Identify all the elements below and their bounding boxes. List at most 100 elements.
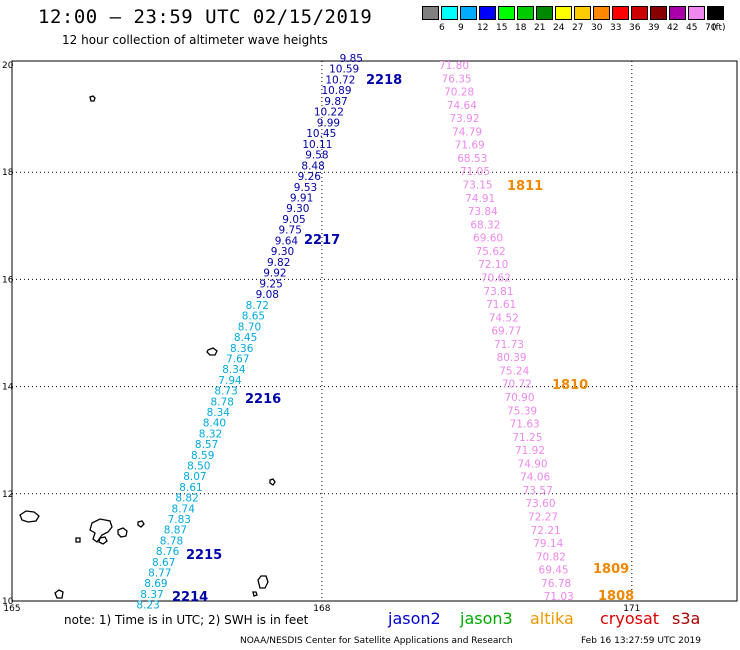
wave-height-value: 7.83 bbox=[168, 514, 191, 526]
island-outline bbox=[89, 518, 113, 543]
wave-height-value: 8.70 bbox=[238, 321, 261, 333]
wave-height-value: 69.77 bbox=[491, 326, 521, 338]
wave-height-value: 9.99 bbox=[317, 117, 340, 129]
island-outline bbox=[117, 527, 128, 538]
wave-height-value: 8.59 bbox=[191, 450, 214, 462]
wave-height-value: 8.87 bbox=[164, 525, 187, 537]
footer-credit: NOAA/NESDIS Center for Satellite Applica… bbox=[240, 636, 513, 646]
wave-height-value: 69.60 bbox=[473, 233, 503, 245]
legend-tick-label: 21 bbox=[534, 23, 546, 33]
wave-height-value: 76.78 bbox=[541, 578, 571, 590]
latitude-tick-label: 16 bbox=[2, 275, 14, 285]
wave-height-value: 8.50 bbox=[187, 461, 210, 473]
wave-height-value: 9.30 bbox=[286, 203, 309, 215]
island-outline bbox=[137, 520, 145, 528]
island-outline bbox=[257, 575, 269, 589]
legend-tick-label: 9 bbox=[458, 23, 464, 33]
satellite-label: cryosat bbox=[600, 609, 660, 628]
wave-height-value: 9.91 bbox=[290, 193, 313, 205]
wave-height-value: 8.34 bbox=[207, 407, 231, 419]
land-features bbox=[19, 95, 276, 599]
wave-height-value: 9.92 bbox=[263, 268, 286, 280]
wave-height-value: 68.53 bbox=[457, 153, 487, 165]
wave-height-value: 73.81 bbox=[483, 286, 513, 298]
pass-id-label: 1811 bbox=[507, 179, 543, 194]
wave-height-value: 8.72 bbox=[246, 300, 269, 312]
longitude-tick-label: 165 bbox=[3, 604, 20, 614]
wave-height-value: 8.82 bbox=[175, 493, 198, 505]
wave-height-value: 9.58 bbox=[305, 150, 328, 162]
pass-id-label: 2215 bbox=[186, 548, 222, 563]
legend-tick-label: 42 bbox=[667, 23, 679, 33]
wave-height-value: 9.85 bbox=[340, 53, 363, 65]
island-outline bbox=[75, 537, 81, 543]
legend-swatch bbox=[593, 6, 610, 20]
wave-height-value: 79.14 bbox=[533, 538, 563, 550]
wave-height-value: 8.34 bbox=[222, 364, 246, 376]
legend-swatch bbox=[650, 6, 667, 20]
map-grid bbox=[11, 60, 738, 602]
latitude-tick-label: 12 bbox=[2, 490, 13, 500]
wave-height-value: 8.77 bbox=[148, 568, 171, 580]
wave-height-value: 71.80 bbox=[439, 60, 469, 72]
wave-height-value: 8.36 bbox=[230, 343, 254, 355]
wave-height-value: 75.39 bbox=[507, 405, 537, 417]
wave-height-value: 70.82 bbox=[536, 551, 566, 563]
satellite-label: jason2 bbox=[388, 609, 441, 628]
legend-tick-label: 6 bbox=[439, 23, 445, 33]
legend-swatch bbox=[479, 6, 496, 20]
wave-height-value: 74.06 bbox=[520, 472, 550, 484]
legend-swatch bbox=[707, 6, 724, 20]
wave-height-value: 10.89 bbox=[321, 85, 351, 97]
wave-height-value: 69.45 bbox=[539, 565, 569, 577]
wave-height-value: 10.72 bbox=[325, 75, 355, 87]
pass-id-label: 2216 bbox=[245, 392, 281, 407]
legend-tick-label: 30 bbox=[591, 23, 603, 33]
wave-height-value: 9.82 bbox=[267, 257, 290, 269]
wave-height-value: 76.35 bbox=[442, 73, 472, 85]
wave-height-value: 9.64 bbox=[275, 235, 299, 247]
island-outline bbox=[252, 591, 258, 597]
map-subtitle: 12 hour collection of altimeter wave hei… bbox=[62, 33, 328, 47]
wave-height-value: 71.61 bbox=[486, 299, 516, 311]
wave-height-value: 8.48 bbox=[301, 160, 324, 172]
latitude-tick-label: 14 bbox=[2, 383, 14, 393]
pass-id-label: 1810 bbox=[552, 378, 588, 393]
legend-tick-label: 24 bbox=[553, 23, 565, 33]
legend-swatch bbox=[422, 6, 439, 20]
legend-swatch bbox=[441, 6, 458, 20]
island-outline bbox=[89, 95, 96, 102]
wave-height-value: 74.90 bbox=[518, 458, 548, 470]
wave-height-value: 71.92 bbox=[515, 445, 545, 457]
legend-tick-label: 12 bbox=[477, 23, 489, 33]
legend-tick-label: 15 bbox=[496, 23, 508, 33]
wave-height-value: 75.62 bbox=[476, 246, 506, 258]
map-frame bbox=[11, 60, 738, 602]
wave-height-value: 73.60 bbox=[525, 498, 555, 510]
legend-swatch bbox=[555, 6, 572, 20]
satellite-label: s3a bbox=[672, 609, 701, 628]
wave-height-value: 10.11 bbox=[302, 139, 332, 151]
wave-height-value: 73.92 bbox=[449, 113, 479, 125]
wave-height-value: 7.94 bbox=[218, 375, 242, 387]
legend-unit-label: (ft) bbox=[712, 23, 726, 33]
wave-height-value: 71.73 bbox=[494, 339, 524, 351]
wave-height-value: 73.15 bbox=[463, 180, 493, 192]
wave-height-value: 70.28 bbox=[444, 87, 474, 99]
wave-height-value: 70.72 bbox=[502, 379, 532, 391]
wave-height-value: 74.91 bbox=[465, 193, 495, 205]
legend-swatch bbox=[631, 6, 648, 20]
island-outline bbox=[206, 347, 218, 356]
wave-height-value: 73.84 bbox=[468, 206, 498, 218]
pass-id-label: 1808 bbox=[598, 589, 634, 604]
wave-height-value: 70.90 bbox=[504, 392, 534, 404]
note-text: note: 1) Time is in UTC; 2) SWH is in fe… bbox=[64, 613, 309, 627]
wave-height-value: 8.69 bbox=[144, 578, 167, 590]
legend-tick-label: 36 bbox=[629, 23, 641, 33]
pass-id-label: 1809 bbox=[593, 562, 629, 577]
wave-height-value: 72.27 bbox=[528, 512, 558, 524]
wave-height-value: 72.21 bbox=[531, 525, 561, 537]
wave-height-value: 9.08 bbox=[256, 289, 279, 301]
wave-height-value: 71.25 bbox=[512, 432, 542, 444]
